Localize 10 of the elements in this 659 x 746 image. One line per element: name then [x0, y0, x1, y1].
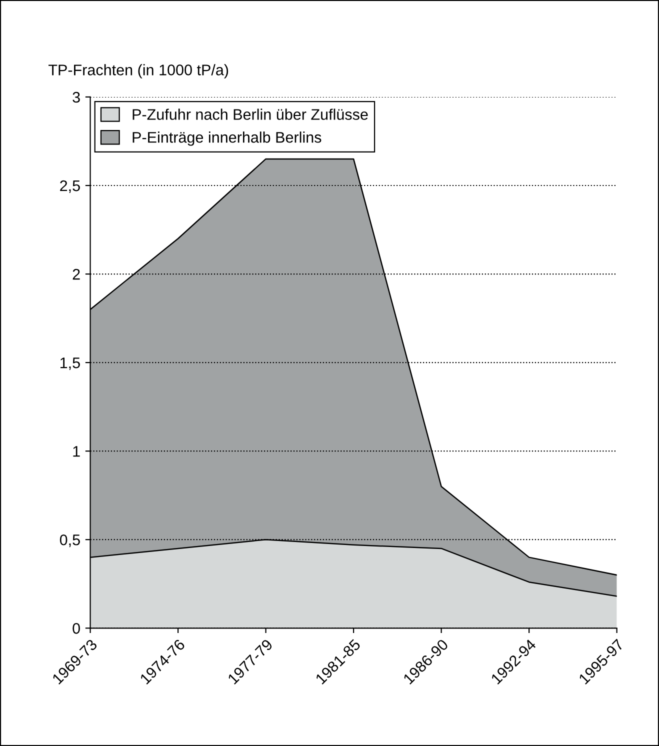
legend-label: P-Einträge innerhalb Berlins [132, 132, 322, 146]
y-axis-title: TP-Frachten (in 1000 tP/a) [48, 64, 228, 78]
y-tick-label: 3 [72, 92, 80, 103]
y-tick-label: 2 [72, 268, 80, 280]
y-tick-label: 0,5 [60, 534, 80, 548]
y-tick-label: 1,5 [60, 358, 80, 370]
legend-label: P-Zufuhr nach Berlin über Zuflüsse [132, 108, 368, 120]
y-tick-label: 2,5 [60, 180, 80, 193]
y-tick-label: 1 [73, 446, 80, 457]
y-tick-label: 0 [72, 623, 80, 634]
